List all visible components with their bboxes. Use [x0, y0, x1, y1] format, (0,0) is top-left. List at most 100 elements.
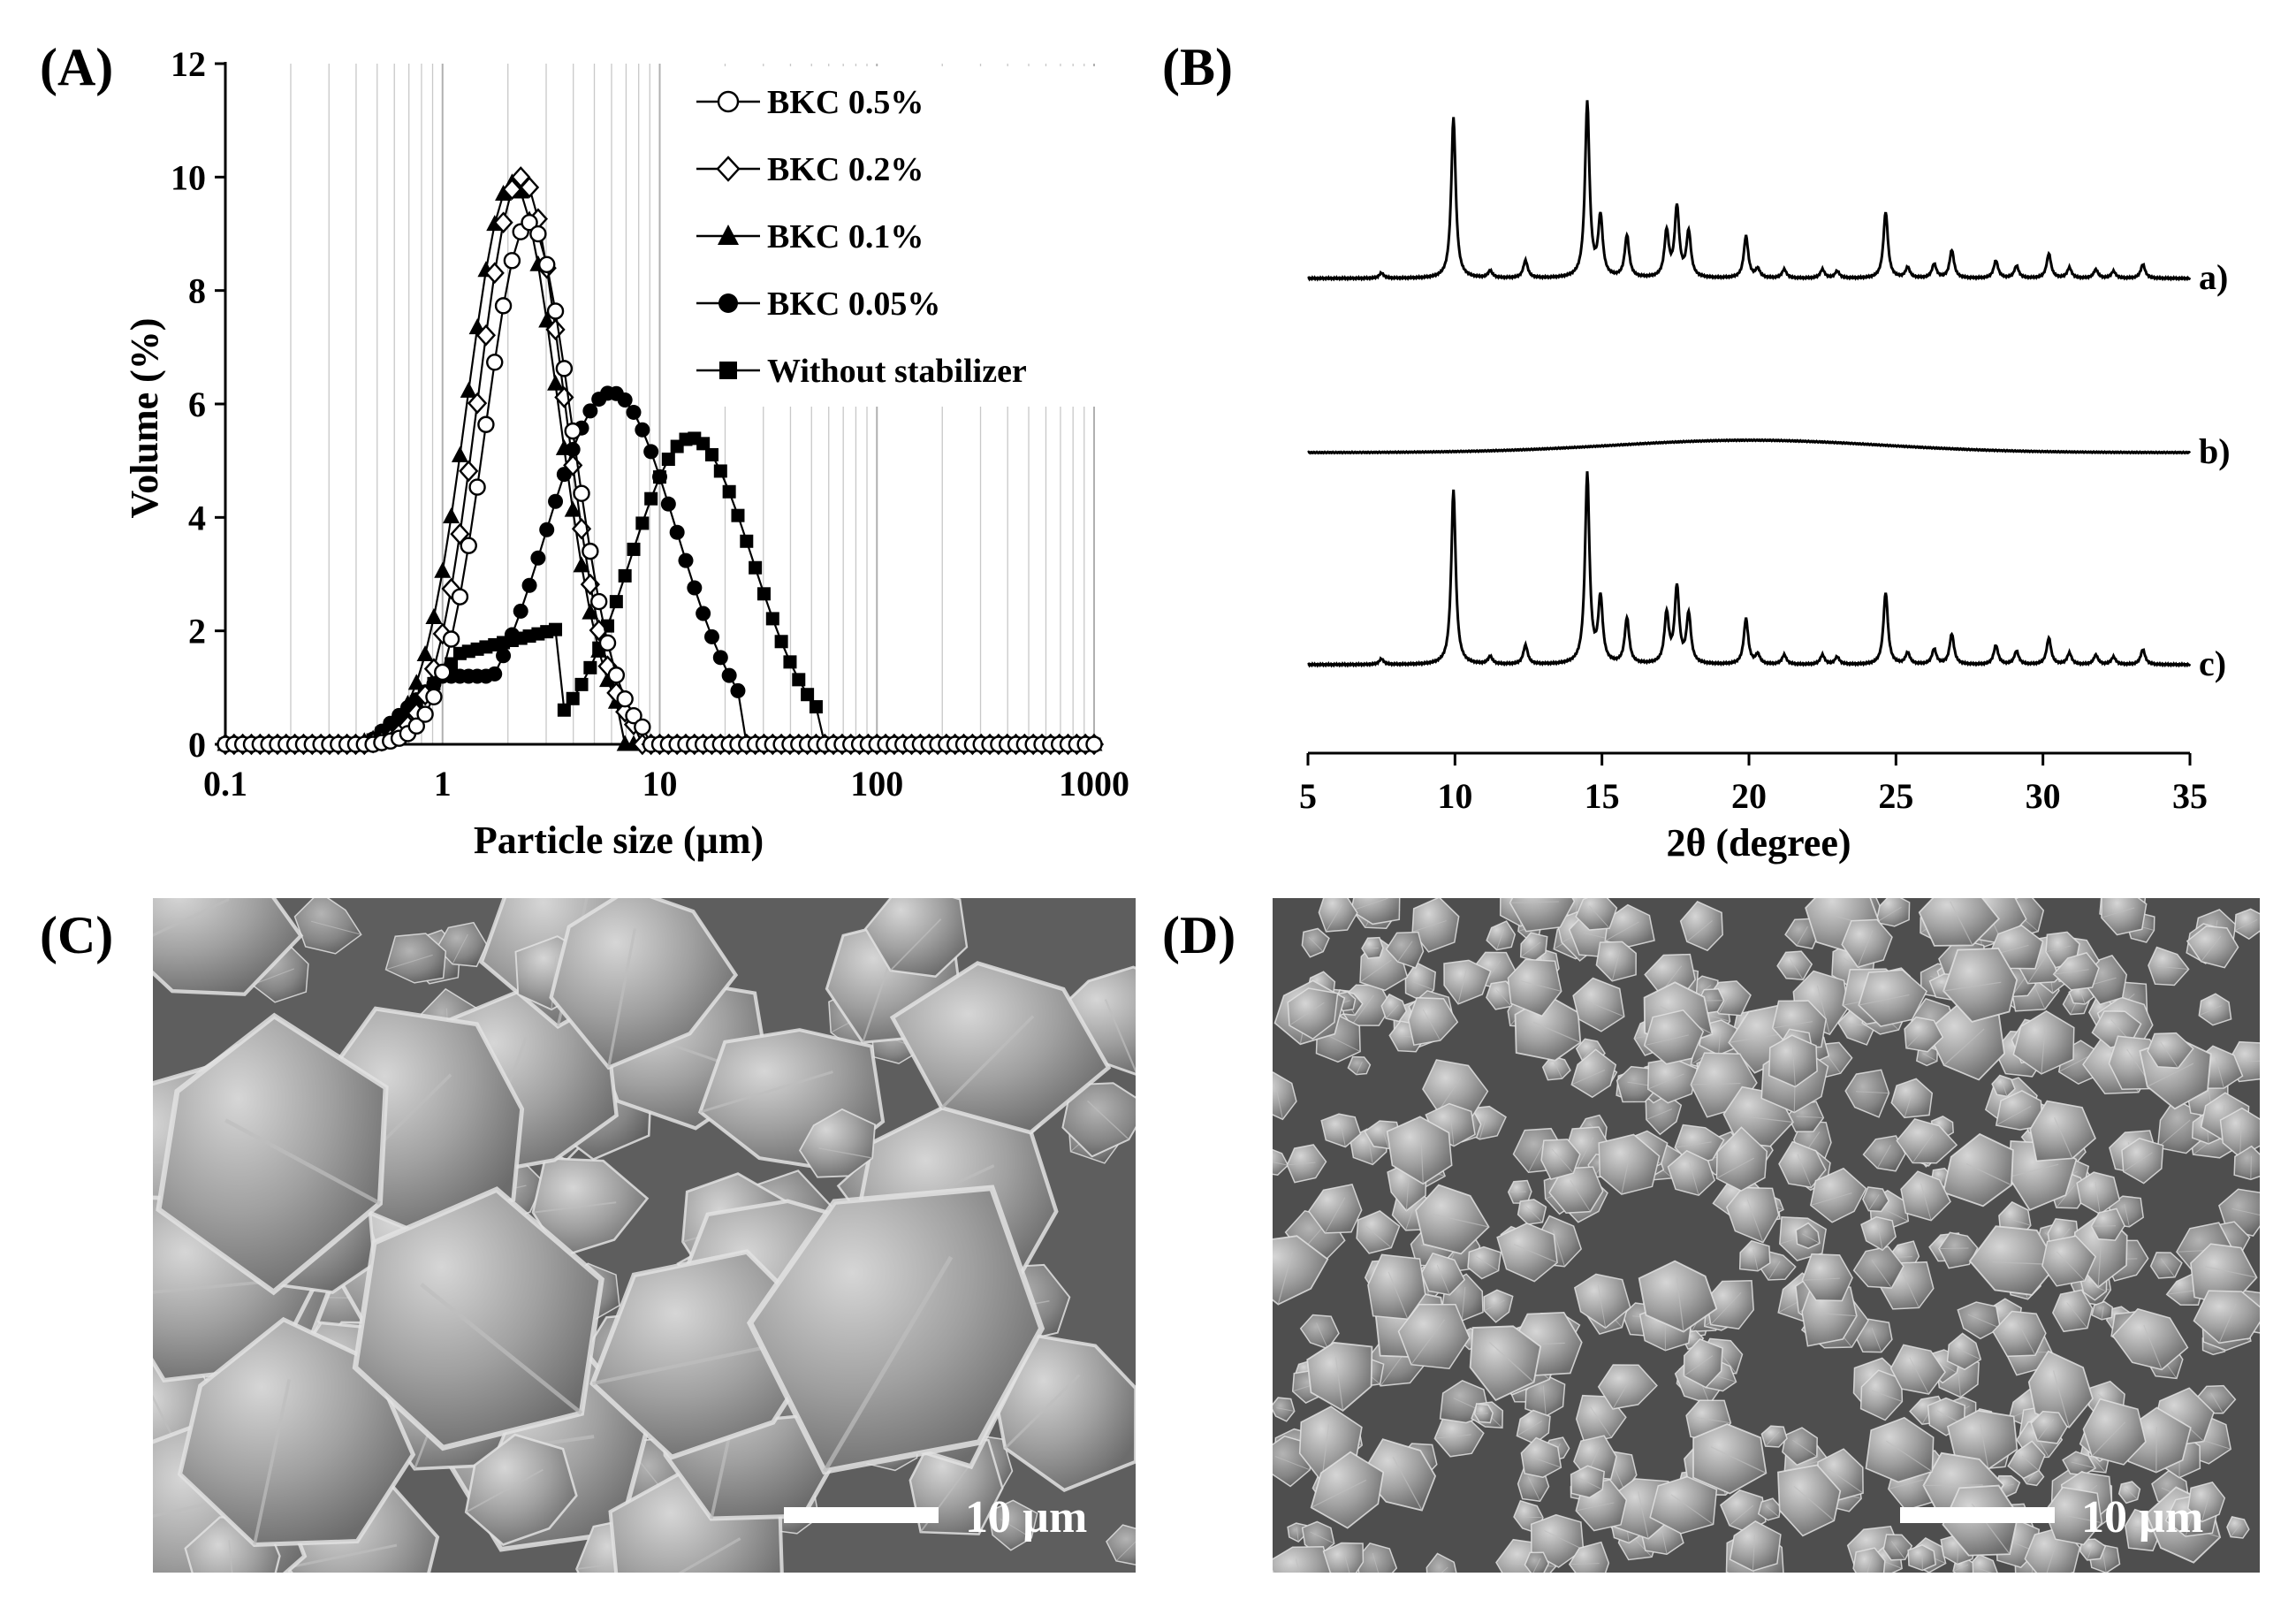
crystal-facet [1000, 1518, 1032, 1539]
crystal-grain [1486, 920, 1517, 951]
series-point [730, 682, 746, 698]
y-tick-label: 6 [188, 385, 206, 424]
crystal-facet [2230, 1523, 2241, 1537]
crystal-facet [699, 1070, 833, 1114]
series-point [721, 667, 737, 683]
crystal-facet [1359, 959, 1392, 983]
series-point [718, 225, 739, 245]
crystal-facet [1488, 1341, 1535, 1383]
crystal-facet [1611, 949, 1621, 981]
crystal-facet [1436, 1264, 1450, 1295]
crystal-facet [1885, 1440, 1933, 1473]
crystal-grain [2233, 908, 2260, 941]
crystal-facet [2058, 1055, 2089, 1072]
crystal-grain [1852, 1547, 1886, 1573]
crystal-grain [863, 898, 969, 978]
crystal-facet [532, 1201, 617, 1214]
crystal-facet [1397, 941, 1413, 963]
xrd-trace [1307, 471, 2192, 668]
series-point [704, 447, 718, 461]
chart-a-tick-labels: 0 2 4 6 8 10 12 0.1 1 10 100 1000 [171, 44, 1129, 804]
crystal-facet [1327, 1034, 1361, 1053]
crystal-facet [1710, 1291, 1742, 1325]
series-point [467, 392, 488, 415]
crystal-facet [1792, 1439, 1818, 1458]
series-point [1085, 735, 1103, 753]
series-point [487, 666, 503, 682]
crystal-grain [2193, 1290, 2260, 1345]
crystal-facet [1372, 1552, 1380, 1573]
series-point [717, 90, 740, 113]
crystal-facet [2046, 1540, 2058, 1573]
crystal-facet [2216, 1057, 2224, 1089]
crystal-facet [452, 933, 468, 964]
series-point [582, 603, 599, 620]
crystal-grain [2101, 898, 2148, 936]
crystal-facet [1950, 901, 1973, 946]
crystal-facet [1475, 1255, 1499, 1271]
crystal-facet [1289, 1002, 1325, 1026]
crystal-grain [1692, 1423, 1768, 1495]
crystal-facet [2056, 1251, 2086, 1282]
crystal-facet [1528, 1140, 1546, 1173]
crystal-facet [2160, 1041, 2179, 1069]
legend-label: BKC 0.05% [767, 286, 940, 323]
crystal-facet [2157, 965, 2189, 970]
panel-label-c: (C) [40, 906, 113, 964]
crystal-grain [2233, 1145, 2260, 1181]
crystal-facet [2201, 1492, 2211, 1522]
crystal-grain [1957, 1301, 2002, 1340]
chart-a-xlabel: Particle size (µm) [474, 819, 764, 862]
crystal-facet [2066, 1301, 2088, 1329]
crystal-facet [1797, 1154, 1813, 1188]
crystal-grain [1273, 1071, 1297, 1121]
crystal-facet [818, 1147, 873, 1159]
crystal-grain [1809, 1167, 1867, 1223]
crystal-facet [1967, 1314, 2001, 1329]
crystal-facet [1392, 1457, 1423, 1511]
crystal-facet [1597, 1284, 1607, 1329]
series-point [460, 381, 477, 398]
crystal-facet [2199, 1005, 2222, 1017]
crystal-facet [1905, 1025, 1928, 1049]
crystal-facet [1621, 1150, 1631, 1195]
series-point [442, 630, 460, 648]
crystal-facet [1311, 1479, 1367, 1508]
crystal-facet [822, 1255, 954, 1473]
crystal-facet [1922, 1053, 1938, 1062]
series-point [809, 700, 823, 714]
crystal-facet [1646, 1108, 1673, 1121]
crystal-facet [1793, 1485, 1835, 1521]
crystal-grain [1860, 1215, 1897, 1252]
series-point [530, 550, 546, 566]
crystal-facet [2123, 1152, 2153, 1172]
crystal-grain [1299, 1314, 1340, 1350]
crystal-facet [2205, 1266, 2257, 1278]
crystal-grain [1729, 1520, 1782, 1572]
xrd-pattern-b: b) [1307, 431, 2231, 471]
crystal-facet [1273, 1162, 1289, 1166]
series-point [549, 622, 563, 636]
crystal-grain [1643, 1009, 1705, 1065]
series-point [635, 516, 650, 530]
series-point [566, 691, 580, 705]
crystal-facet [2053, 969, 2089, 975]
series-point [468, 478, 486, 496]
crystal-grain [1852, 1246, 1904, 1289]
crystal-facet [2056, 1185, 2076, 1208]
crystal-grain [156, 1012, 389, 1296]
crystal-facet [1789, 958, 1804, 980]
crystal-facet [1296, 1527, 1299, 1543]
crystal-facet [1554, 1062, 1562, 1079]
crystal-grain [1968, 1225, 2058, 1296]
crystal-facet [2250, 1155, 2252, 1180]
series-point [486, 354, 504, 371]
crystal-grain [1890, 1078, 1934, 1119]
crystal-grain [1347, 1055, 1372, 1076]
crystal-grain [1397, 1304, 1471, 1370]
x-tick-label: 1000 [1059, 764, 1129, 804]
crystal-grain [1386, 1116, 1453, 1185]
crystal-grain [2148, 946, 2190, 987]
crystal-facet [1316, 1322, 1328, 1349]
crystal-facet [1381, 1128, 1389, 1149]
